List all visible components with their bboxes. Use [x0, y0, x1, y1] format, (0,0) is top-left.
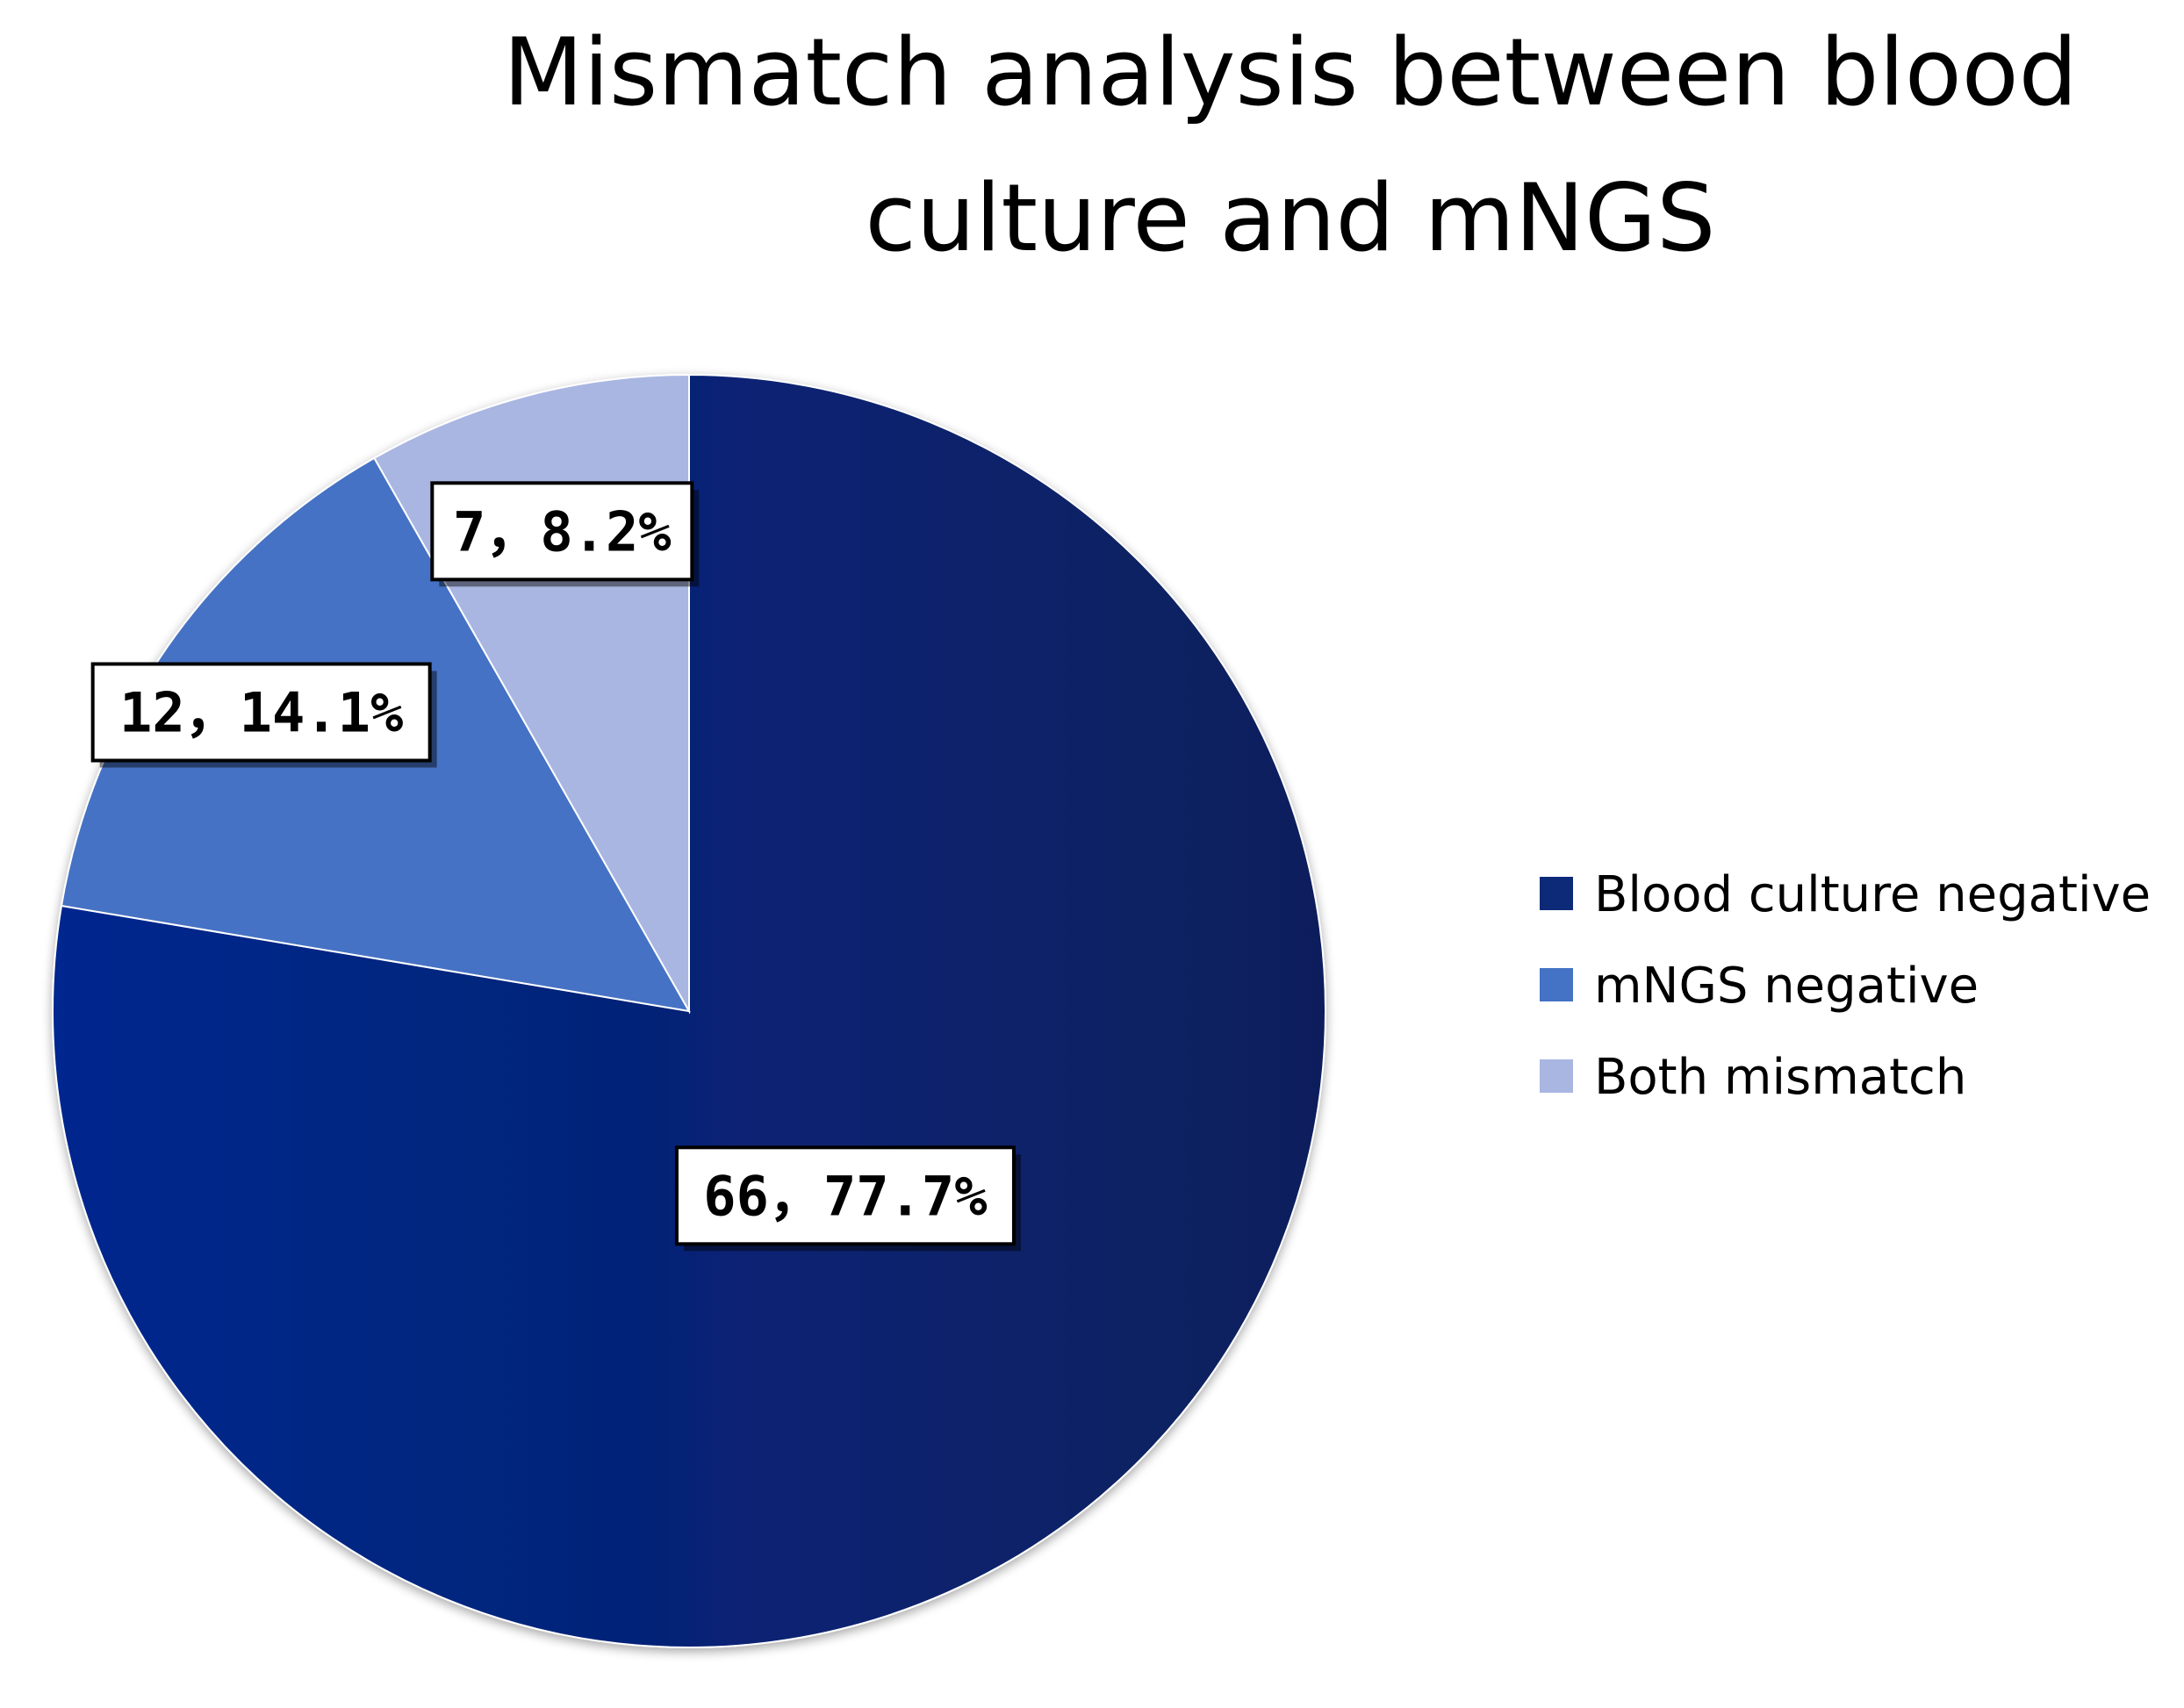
- data-label-blood-culture-negative: 66，77.7%: [674, 1145, 1021, 1252]
- legend-swatch: [1540, 877, 1573, 910]
- legend-item-both-mismatch: Both mismatch: [1540, 1049, 1966, 1106]
- svg-text:7，8.2%: 7，8.2%: [453, 499, 672, 563]
- svg-text:66，77.7%: 66，77.7%: [703, 1164, 987, 1228]
- svg-text:12，14.1%: 12，14.1%: [119, 681, 403, 745]
- legend-item-blood-culture-negative: Blood culture negative: [1540, 866, 2151, 923]
- legend-label: Both mismatch: [1594, 1049, 1966, 1106]
- legend: Blood culture negative mNGS negative Both …: [1540, 866, 2151, 1106]
- chart-title: Mismatch analysis between blood culture …: [503, 18, 2078, 272]
- legend-swatch: [1540, 968, 1573, 1001]
- legend-label: Blood culture negative: [1594, 866, 2151, 923]
- legend-swatch: [1540, 1059, 1573, 1093]
- data-label-mngs-negative: 12，14.1%: [90, 662, 437, 768]
- legend-label: mNGS negative: [1594, 958, 1979, 1015]
- legend-item-mngs-negative: mNGS negative: [1540, 958, 1979, 1015]
- data-label-both-mismatch: 7，8.2%: [430, 481, 700, 587]
